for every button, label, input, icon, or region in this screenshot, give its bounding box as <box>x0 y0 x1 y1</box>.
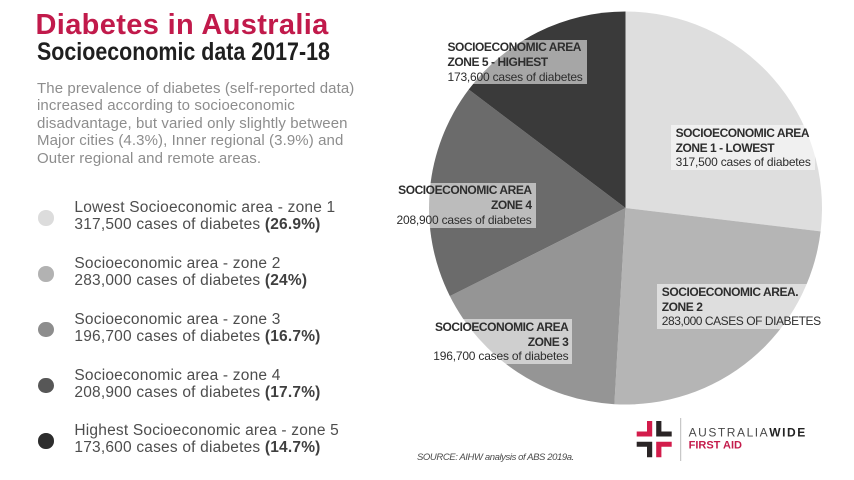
svg-text:FIRST AID: FIRST AID <box>689 440 742 452</box>
svg-text:AUSTRALIAWIDE: AUSTRALIAWIDE <box>689 425 807 439</box>
